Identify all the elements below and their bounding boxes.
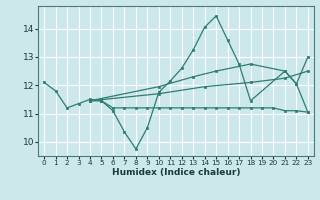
X-axis label: Humidex (Indice chaleur): Humidex (Indice chaleur) <box>112 168 240 177</box>
